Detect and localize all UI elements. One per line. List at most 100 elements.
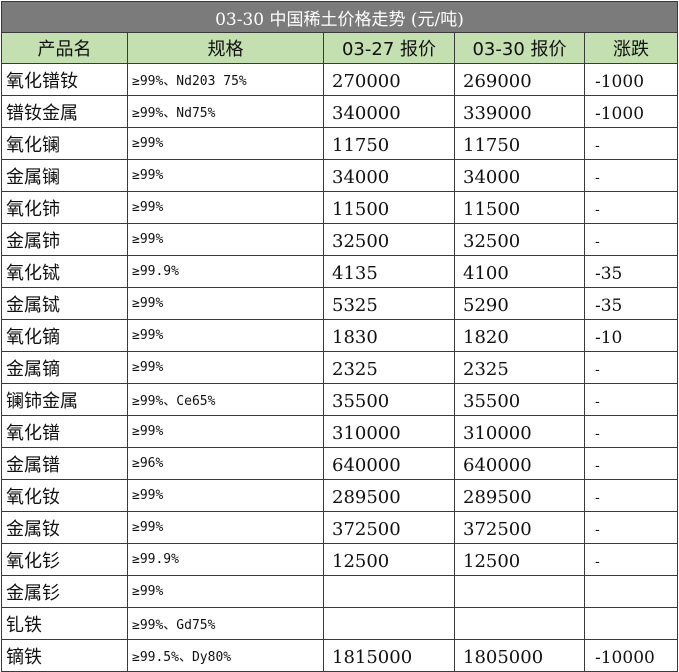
cell-price-curr: 32500 xyxy=(454,223,585,256)
cell-product-name: 氧化镧 xyxy=(1,127,128,160)
cell-product-name: 氧化镨钕 xyxy=(1,63,128,96)
cell-spec: ≥99% xyxy=(127,287,324,320)
cell-price-curr: 1805000 xyxy=(454,639,585,672)
header-price-curr: 03-30 报价 xyxy=(454,32,585,64)
cell-spec: ≥99.5%、Dy80% xyxy=(127,639,324,672)
cell-change: -1000 xyxy=(583,63,679,96)
cell-product-name: 氧化钐 xyxy=(1,543,128,576)
cell-product-name: 氧化铽 xyxy=(1,255,128,288)
cell-product-name: 金属钕 xyxy=(1,511,128,544)
cell-product-name: 金属铽 xyxy=(1,287,128,320)
header-row: 产品名 规格 03-27 报价 03-30 报价 涨跌 xyxy=(1,32,679,64)
cell-spec: ≥99%、Gd75% xyxy=(127,607,324,640)
cell-price-curr: 35500 xyxy=(454,383,585,416)
table-row: 氧化镧 ≥99% 11750 11750- xyxy=(1,127,679,160)
cell-product-name: 氧化镝 xyxy=(1,319,128,352)
cell-change: - xyxy=(583,127,679,160)
cell-price-prev: 1830 xyxy=(323,319,455,352)
cell-spec: ≥99.9% xyxy=(127,543,324,576)
cell-product-name: 金属镧 xyxy=(1,159,128,192)
cell-price-prev: 1815000 xyxy=(323,639,455,672)
cell-change: - xyxy=(583,511,679,544)
header-price-prev: 03-27 报价 xyxy=(323,32,455,64)
cell-product-name: 镝铁 xyxy=(1,639,128,672)
header-name: 产品名 xyxy=(1,32,128,64)
cell-price-curr: 5290 xyxy=(454,287,585,320)
cell-price-curr: 339000 xyxy=(454,95,585,128)
cell-price-prev: 34000 xyxy=(323,159,455,192)
table-row: 金属铽 ≥99% 5325 5290 -35 xyxy=(1,287,679,320)
cell-price-curr: 1820 xyxy=(454,319,585,352)
cell-change: -10 xyxy=(583,319,679,352)
cell-price-prev: 12500 xyxy=(323,543,455,576)
cell-spec: ≥99% xyxy=(127,319,324,352)
table-row: 氧化镝 ≥99% 1830 1820 -10 xyxy=(1,319,679,352)
cell-product-name: 镨钕金属 xyxy=(1,95,128,128)
table-row: 镝铁 ≥99.5%、Dy80% 1815000 1805000 -10000 xyxy=(1,639,679,672)
cell-price-prev: 340000 xyxy=(323,95,455,128)
cell-change: - xyxy=(583,479,679,512)
cell-price-prev: 35500 xyxy=(323,383,455,416)
cell-spec: ≥99% xyxy=(127,159,324,192)
cell-change: - xyxy=(583,223,679,256)
cell-product-name: 金属镨 xyxy=(1,447,128,480)
cell-price-curr: 640000 xyxy=(454,447,585,480)
cell-price-prev: 310000 xyxy=(323,415,455,448)
cell-price-curr: 34000 xyxy=(454,159,585,192)
table-row: 氧化镨 ≥99% 310000 310000- xyxy=(1,415,679,448)
title-row: 03-30 中国稀土价格走势 (元/吨) xyxy=(0,1,679,33)
cell-change: - xyxy=(583,351,679,384)
cell-spec: ≥99%、Nd75% xyxy=(127,95,324,128)
cell-change: - xyxy=(583,383,679,416)
cell-spec: ≥99% xyxy=(127,351,324,384)
cell-spec: ≥99%、Ce65% xyxy=(127,383,324,416)
cell-product-name: 金属铈 xyxy=(1,223,128,256)
cell-price-prev xyxy=(323,607,455,640)
cell-price-prev: 11500 xyxy=(323,191,455,224)
table-row: 氧化铈 ≥99% 11500 11500- xyxy=(1,191,679,224)
table-row: 镨钕金属 ≥99%、Nd75% 340000 339000 -1000 xyxy=(1,95,679,128)
table-row: 氧化镨钕 ≥99%、Nd203 75% 270000 269000 -1000 xyxy=(1,63,679,96)
table-title: 03-30 中国稀土价格走势 (元/吨) xyxy=(0,1,679,33)
cell-product-name: 镧铈金属 xyxy=(1,383,128,416)
cell-spec: ≥99% xyxy=(127,479,324,512)
cell-spec: ≥99% xyxy=(127,415,324,448)
cell-spec: ≥99% xyxy=(127,511,324,544)
table-row: 氧化钐 ≥99.9% 12500 12500- xyxy=(1,543,679,576)
table-row: 金属铈 ≥99% 32500 32500- xyxy=(1,223,679,256)
cell-spec: ≥99.9% xyxy=(127,255,324,288)
table-row: 金属镝 ≥99% 2325 2325- xyxy=(1,351,679,384)
cell-price-curr: 11500 xyxy=(454,191,585,224)
cell-change: - xyxy=(583,415,679,448)
cell-price-curr xyxy=(454,607,585,640)
cell-price-curr: 12500 xyxy=(454,543,585,576)
header-change: 涨跌 xyxy=(583,32,679,64)
table-row: 氧化钕 ≥99% 289500 289500- xyxy=(1,479,679,512)
cell-spec: ≥99%、Nd203 75% xyxy=(127,63,324,96)
cell-price-prev: 5325 xyxy=(323,287,455,320)
cell-change: - xyxy=(583,191,679,224)
cell-price-curr: 310000 xyxy=(454,415,585,448)
cell-price-prev: 270000 xyxy=(323,63,455,96)
cell-price-curr: 11750 xyxy=(454,127,585,160)
table-row: 镧铈金属 ≥99%、Ce65% 35500 35500- xyxy=(1,383,679,416)
cell-spec: ≥96% xyxy=(127,447,324,480)
cell-price-prev: 11750 xyxy=(323,127,455,160)
table-row: 钆铁 ≥99%、Gd75% xyxy=(1,607,679,640)
cell-product-name: 氧化镨 xyxy=(1,415,128,448)
cell-price-prev: 640000 xyxy=(323,447,455,480)
cell-product-name: 氧化钕 xyxy=(1,479,128,512)
cell-price-prev: 289500 xyxy=(323,479,455,512)
table-row: 金属镧 ≥99% 34000 34000- xyxy=(1,159,679,192)
cell-change: -10000 xyxy=(583,639,679,672)
cell-price-prev: 4135 xyxy=(323,255,455,288)
cell-product-name: 金属镝 xyxy=(1,351,128,384)
cell-spec: ≥99% xyxy=(127,127,324,160)
cell-price-prev: 32500 xyxy=(323,223,455,256)
cell-change: -35 xyxy=(583,287,679,320)
cell-product-name: 氧化铈 xyxy=(1,191,128,224)
cell-spec: ≥99% xyxy=(127,191,324,224)
cell-change: -35 xyxy=(583,255,679,288)
